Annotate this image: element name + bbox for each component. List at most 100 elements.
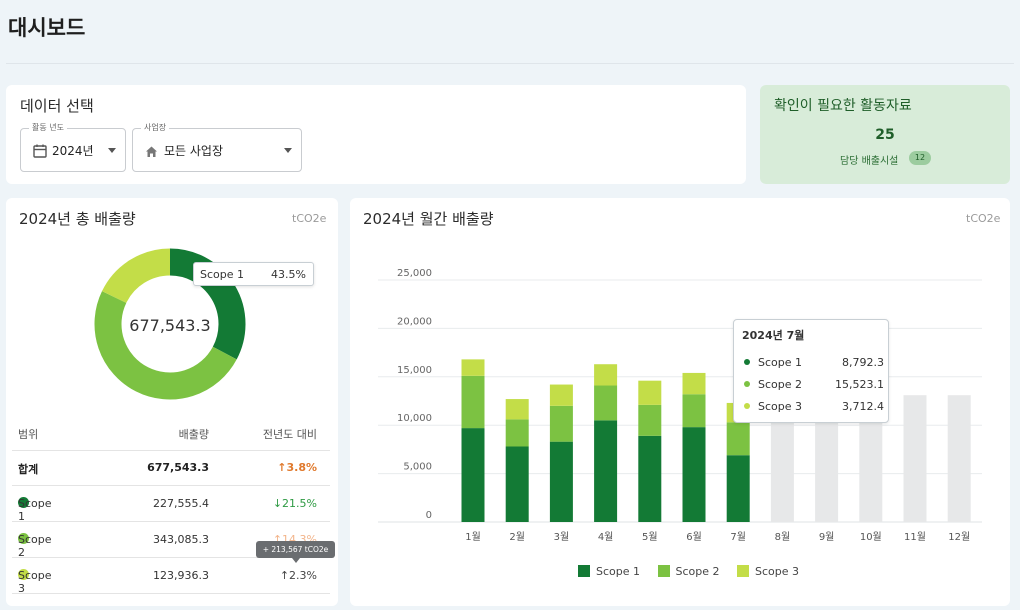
alert-badge: 12 [909, 151, 931, 165]
scope1-swatch [578, 565, 590, 577]
site-select-value: 모든 사업장 [164, 144, 224, 158]
site-select-legend: 사업장 [141, 122, 170, 133]
row-label: Scope 1 [18, 497, 52, 523]
donut-slice-scope1 [169, 248, 246, 360]
monthly-emissions-unit: tCO2e [966, 212, 1001, 225]
bar-segment-scope2 [549, 405, 573, 442]
bar-segment-scope2 [726, 422, 750, 456]
year-select[interactable]: 활동 년도 2024년 [20, 122, 126, 172]
bar-segment-scope3 [549, 384, 573, 406]
legend-label: Scope 2 [675, 565, 720, 578]
legend-item-scope2[interactable]: Scope 2 [657, 565, 720, 578]
bar-placeholder [947, 395, 971, 522]
row-label: Scope 2 [18, 533, 52, 559]
header-divider [6, 63, 1014, 64]
alert-sub-label: 담당 배출시설 [840, 156, 899, 167]
row-value: 343,085.3 [153, 533, 209, 546]
row-value: 123,936.3 [153, 569, 209, 582]
y-tick-label: 15,000 [397, 365, 432, 376]
x-tick-label: 6월 [686, 531, 702, 543]
bar-segment-scope3 [505, 399, 529, 420]
x-tick-label: 4월 [598, 531, 614, 543]
monthly-emissions-card [350, 198, 1010, 606]
y-tick-label: 5,000 [403, 462, 432, 473]
bar-tooltip-row: Scope 3 3,712.4 [744, 400, 884, 413]
y-tick-label: 0 [426, 510, 432, 521]
row-value: 227,555.4 [153, 497, 209, 510]
table-divider [12, 485, 330, 486]
scope2-dot [744, 381, 750, 387]
change-hover-tooltip: + 213,567 tCO2e [256, 541, 335, 563]
bar-segment-scope1 [505, 446, 529, 522]
data-selection-title: 데이터 선택 [20, 97, 94, 115]
bar-segment-scope1 [594, 420, 618, 522]
x-tick-label: 12월 [948, 531, 970, 543]
scope2-swatch [657, 565, 670, 577]
bar-segment-scope3 [638, 380, 662, 405]
chevron-down-icon [284, 148, 292, 153]
tooltip-row-label: Scope 1 [758, 356, 803, 369]
bar-segment-scope3 [682, 372, 706, 395]
x-tick-label: 2월 [509, 531, 525, 543]
bar-segment-scope1 [638, 435, 662, 522]
donut-chart [94, 248, 246, 400]
x-tick-label: 3월 [554, 531, 570, 543]
total-emissions-unit: tCO2e [292, 212, 327, 225]
x-tick-label: 8월 [775, 531, 791, 543]
chart-legend: Scope 1 Scope 2 Scope 3 [578, 565, 799, 578]
legend-item-scope1[interactable]: Scope 1 [578, 565, 640, 578]
bar-tooltip-row: Scope 1 8,792.3 [744, 356, 884, 369]
legend-label: Scope 3 [755, 565, 800, 578]
bar-placeholder [815, 395, 839, 522]
y-tick-label: 25,000 [397, 268, 432, 279]
row-change: ↑3.8% [277, 461, 317, 474]
bar-segment-scope3 [461, 359, 485, 376]
donut-tooltip-label: Scope 1 [200, 268, 245, 281]
y-tick-label: 20,000 [397, 316, 432, 327]
site-select[interactable]: 사업장 모든 사업장 [132, 122, 302, 172]
table-divider [12, 521, 330, 522]
table-divider [12, 557, 330, 558]
x-tick-label: 1월 [465, 531, 481, 543]
tooltip-row-value: 8,792.3 [842, 356, 884, 369]
y-tick-label: 10,000 [397, 413, 432, 424]
bar-segment-scope1 [726, 455, 750, 522]
bar-segment-scope3 [594, 364, 618, 386]
row-label: Scope 3 [18, 569, 52, 595]
scope3-dot [18, 569, 29, 580]
bar-tooltip: 2024년 7월 Scope 1 8,792.3 Scope 2 15,523.… [733, 319, 889, 423]
activity-alert-card[interactable]: 확인이 필요한 활동자료 25 담당 배출시설 12 [760, 85, 1010, 184]
x-tick-label: 9월 [819, 531, 835, 543]
table-header-scope: 범위 [18, 428, 39, 441]
table-divider [12, 450, 330, 451]
row-label: 합계 [18, 463, 39, 476]
bar-segment-scope1 [682, 427, 706, 522]
table-header-change: 전년도 대비 [262, 428, 317, 441]
table-header-emissions: 배출량 [178, 428, 209, 441]
row-value: 677,543.3 [147, 461, 209, 474]
scope3-swatch [737, 565, 750, 577]
bar-segment-scope2 [461, 375, 485, 429]
donut-slice-scope3 [102, 248, 171, 304]
alert-title: 확인이 필요한 활동자료 [774, 98, 912, 114]
legend-item-scope3[interactable]: Scope 3 [737, 565, 799, 578]
alert-count: 25 [875, 127, 895, 143]
bar-tooltip-row: Scope 2 15,523.1 [744, 378, 884, 391]
bar-placeholder [770, 395, 794, 522]
tooltip-row-label: Scope 2 [758, 378, 803, 391]
monthly-bar-chart: 0 5,000 10,000 15,000 20,000 25,000 1월 2월 3월 4월 5월… [378, 268, 982, 543]
donut-tooltip: Scope 1 43.5% [193, 262, 314, 286]
x-tick-label: 5월 [642, 531, 658, 543]
total-emissions-title: 2024년 총 배출량 [19, 210, 136, 228]
x-tick-label: 10월 [860, 531, 882, 543]
table-divider [12, 593, 330, 594]
donut-center-value: 677,543.3 [129, 316, 211, 335]
page-title: 대시보드 [8, 16, 86, 40]
tooltip-row-value: 3,712.4 [842, 400, 884, 413]
row-change: ↑2.3% [279, 569, 317, 582]
row-change: ↓21.5% [272, 497, 317, 510]
donut-slice-scope2 [94, 291, 237, 400]
bar-segment-scope1 [461, 428, 485, 522]
legend-label: Scope 1 [596, 565, 641, 578]
x-tick-label: 7월 [730, 531, 746, 543]
